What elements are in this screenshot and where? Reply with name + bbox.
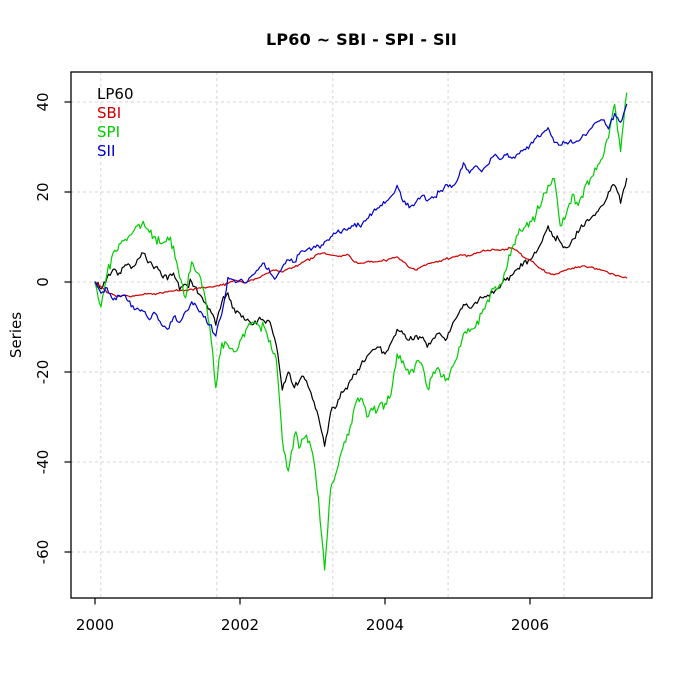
legend-entry: LP60 [97, 85, 134, 103]
y-axis-label: Series [7, 311, 25, 359]
legend-entry: SBI [97, 104, 122, 122]
y-tick-label: -60 [34, 539, 52, 565]
chart-title: LP60 ~ SBI - SPI - SII [265, 30, 457, 49]
x-tick-label: 2006 [510, 616, 550, 634]
x-tick-label: 2004 [365, 616, 405, 634]
x-tick-label: 2002 [220, 616, 260, 634]
y-tick-label: -20 [34, 359, 52, 385]
y-tick-label: 20 [34, 182, 52, 202]
legend-entry: SII [97, 142, 116, 160]
plot-box [70, 71, 653, 599]
x-tick-label: 2000 [75, 616, 115, 634]
y-tick-label: -40 [34, 449, 52, 475]
legend: LP60 SBI SPI SII [97, 85, 134, 161]
series-line-spi [94, 92, 628, 571]
legend-entry: SPI [97, 123, 120, 141]
y-tick-label: 40 [34, 92, 52, 112]
series-line-lp60 [94, 177, 628, 447]
series-line-sii [94, 103, 628, 337]
y-tick-label: 0 [34, 277, 52, 287]
